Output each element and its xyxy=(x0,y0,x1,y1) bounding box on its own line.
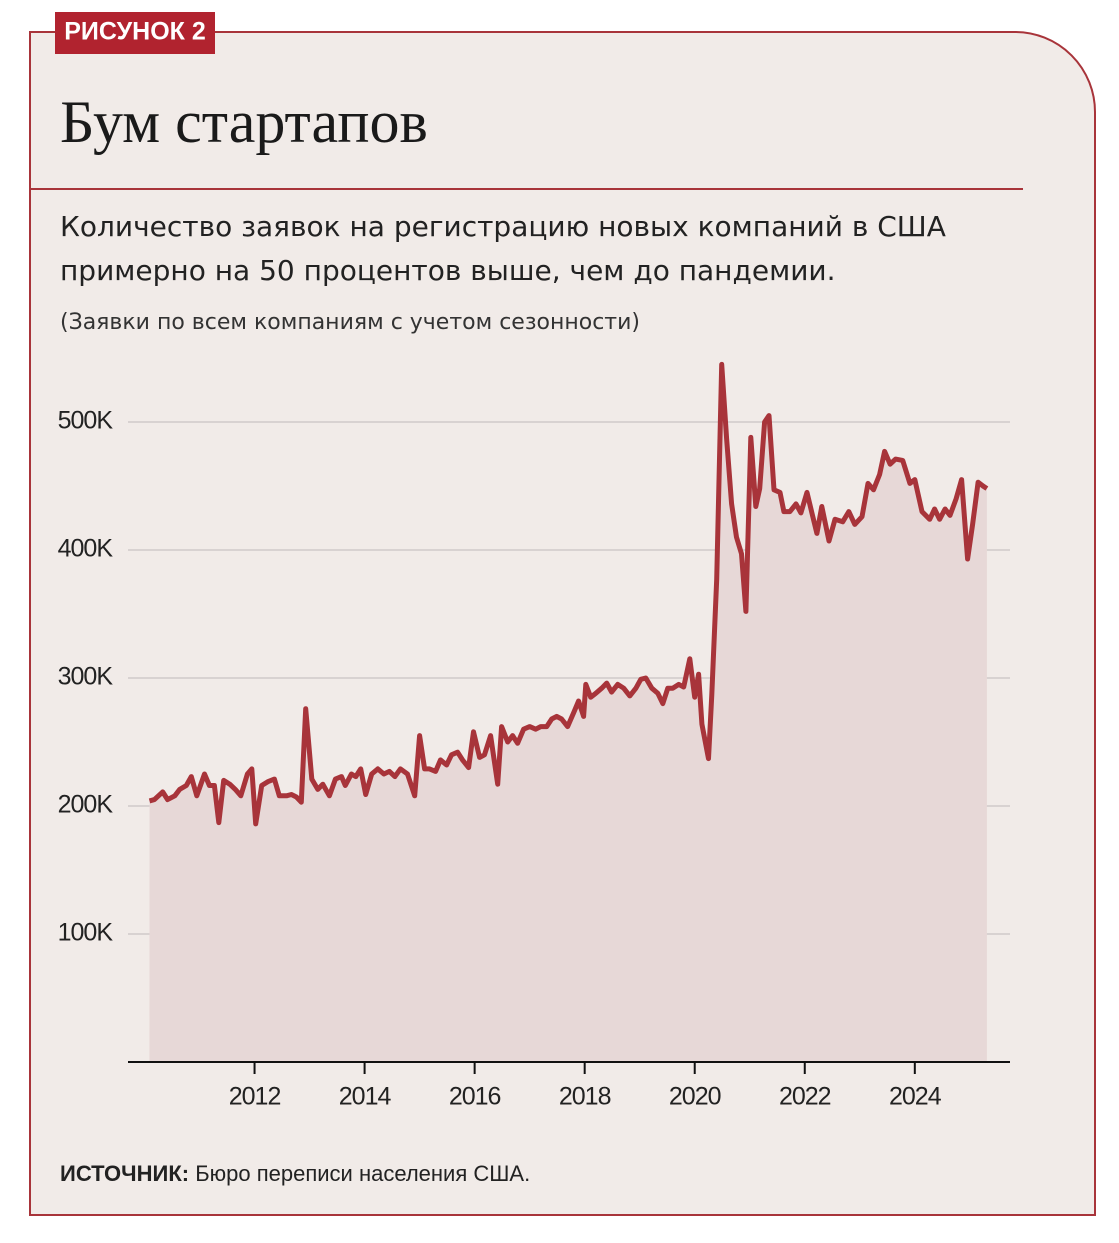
source-label: ИСТОЧНИК: xyxy=(60,1161,189,1186)
y-tick-label: 400K xyxy=(58,535,114,563)
badge xyxy=(55,12,215,54)
note: (Заявки по всем компаниям с учетом сезон… xyxy=(60,310,640,335)
source: ИСТОЧНИК: Бюро переписи населения США. xyxy=(60,1161,530,1186)
x-tick-label: 2020 xyxy=(669,1083,721,1111)
y-tick-label: 100K xyxy=(58,919,114,947)
line xyxy=(148,361,989,827)
y-tick-label: 200K xyxy=(58,791,114,819)
y-tick-label: 500K xyxy=(58,407,114,435)
x-tick-label: 2016 xyxy=(449,1083,501,1111)
source-text: Бюро переписи населения США. xyxy=(195,1161,530,1186)
figure-label: РИСУНОК 2 xyxy=(64,18,206,46)
x-tick-label: 2024 xyxy=(889,1083,942,1111)
x-tick-label: 2012 xyxy=(229,1083,281,1111)
y-tick-label: 300K xyxy=(58,663,114,691)
x-tick-label: 2022 xyxy=(779,1083,831,1111)
x-tick-label: 2018 xyxy=(559,1083,611,1111)
chart-title: Бум стартапов xyxy=(60,89,428,155)
subtitle: Количество заявок на регистрацию новых к… xyxy=(60,210,946,243)
area xyxy=(149,364,987,1062)
x-tick-label: 2014 xyxy=(339,1083,392,1111)
subtitle: примерно на 50 процентов выше, чем до па… xyxy=(60,254,836,287)
